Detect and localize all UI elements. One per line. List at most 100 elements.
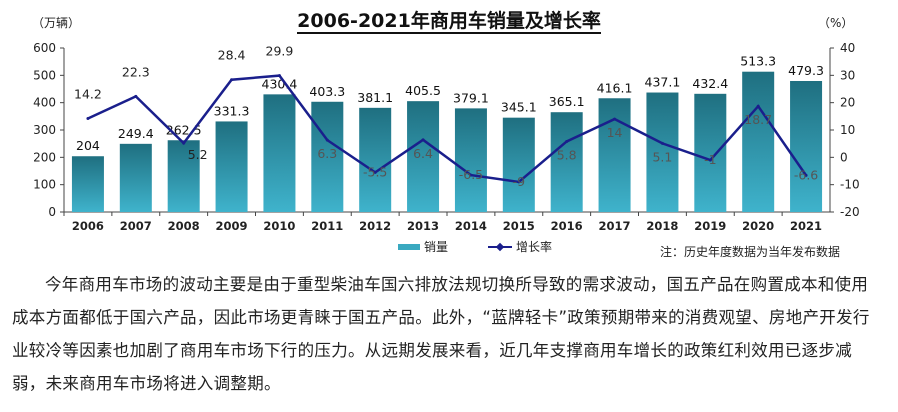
bar-2020 [742,71,775,212]
x-tick-label-2018: 2018 [646,219,678,233]
x-tick-label-2021: 2021 [790,219,822,233]
bar-2018 [646,92,679,212]
x-tick-label-2007: 2007 [120,219,152,233]
right-tick-label: 10 [840,123,855,137]
bar-2015 [502,117,535,212]
bar-2013 [407,101,440,212]
x-tick-label-2016: 2016 [551,219,583,233]
bar-label-2010: 430.4 [262,76,298,91]
growth-label-2008: 5.2 [188,147,208,162]
bar-2019 [694,93,727,212]
left-tick-label: 500 [33,68,56,82]
x-tick-label-2008: 2008 [168,219,200,233]
bar-label-2006: 204 [76,138,100,153]
bar-label-2017: 416.1 [597,80,633,95]
description-paragraph: 今年商用车市场的波动主要是由于重型柴油车国六排放法规切换所导致的需求波动，国五产… [12,275,870,393]
growth-label-2010: 29.9 [266,44,294,59]
growth-point-2014 [469,173,473,177]
bar-2012 [359,107,392,212]
right-tick-label: 0 [840,150,848,164]
growth-point-2020 [756,104,760,108]
left-tick-label: 300 [33,123,56,137]
growth-label-2017: 14 [607,125,623,140]
growth-point-2009 [230,78,234,82]
growth-point-2013 [421,138,425,142]
growth-label-2009: 28.4 [218,48,246,63]
x-tick-label-2014: 2014 [455,219,487,233]
bar-2007 [119,143,152,212]
bar-2006 [71,156,104,212]
left-tick-label: 200 [33,150,56,164]
growth-label-2016: 5.8 [557,147,577,162]
left-tick-label: 400 [33,96,56,110]
x-tick-label-2009: 2009 [216,219,248,233]
bar-label-2013: 405.5 [405,83,441,98]
growth-label-2015: -9 [513,174,526,189]
left-tick-label: 0 [48,205,56,219]
x-tick-label-2019: 2019 [694,219,726,233]
x-tick-label-2017: 2017 [599,219,631,233]
bar-label-2007: 249.4 [118,126,154,141]
bar-label-2016: 365.1 [549,94,585,109]
bar-label-2015: 345.1 [501,100,537,115]
bar-2014 [454,108,487,212]
growth-label-2013: 6.4 [413,146,433,161]
bar-2016 [550,112,583,212]
right-tick-label: 40 [840,41,855,55]
growth-point-2021 [804,173,808,177]
chart-title: 2006-2021年商用车销量及增长率 [0,6,898,34]
growth-point-2007 [134,94,138,98]
growth-point-2018 [660,141,664,145]
growth-label-2006: 14.2 [74,87,102,102]
left-tick-label: 100 [33,178,56,192]
right-axis-unit: （%） [818,16,854,30]
growth-point-2016 [565,139,569,143]
growth-point-2010 [277,74,281,78]
x-tick-label-2010: 2010 [263,219,295,233]
legend-bar-swatch [398,244,420,250]
x-tick-label-2015: 2015 [503,219,535,233]
bar-label-2019: 432.4 [692,76,728,91]
growth-label-2012: -5.5 [363,164,387,179]
right-tick-label: -20 [840,205,860,219]
growth-label-2014: -6.5 [459,167,483,182]
bar-2011 [311,101,344,212]
growth-point-2019 [708,158,712,162]
chart-title-text: 2006-2021年商用车销量及增长率 [297,10,601,34]
legend-line-label: 增长率 [516,239,552,254]
growth-point-2012 [373,170,377,174]
growth-label-2011: 6.3 [317,146,337,161]
growth-point-2008 [182,141,186,145]
growth-label-2021: -6.6 [794,167,818,182]
bar-label-2012: 381.1 [357,90,393,105]
x-tick-label-2011: 2011 [311,219,343,233]
right-tick-label: 20 [840,96,855,110]
growth-label-2020: 18.7 [744,112,772,127]
bar-label-2020: 513.3 [740,54,776,69]
growth-point-2006 [86,117,90,121]
growth-point-2011 [325,138,329,142]
bar-2017 [598,98,631,212]
right-tick-label: -10 [840,178,860,192]
growth-line [87,74,808,184]
left-tick-label: 600 [33,41,56,55]
right-tick-label: 30 [840,68,855,82]
bar-2010 [263,94,296,212]
legend-line-marker [495,242,505,252]
x-tick-label-2006: 2006 [72,219,104,233]
x-tick-label-2012: 2012 [359,219,391,233]
bar-2008 [167,140,200,212]
bar-label-2018: 437.1 [645,75,681,90]
bar-label-2011: 403.3 [309,84,345,99]
chart-note: 注：历史年度数据为当年发布数据 [660,245,841,259]
left-axis-unit: （万辆） [32,16,81,30]
bar-label-2021: 479.3 [788,63,824,78]
x-tick-label-2013: 2013 [407,219,439,233]
legend-bar-label: 销量 [424,240,448,254]
chart-svg: 0 100 200 300 400 500 600 -20 -10 0 10 20 30 40 204 200… [33,41,860,254]
growth-label-2007: 22.3 [122,64,150,79]
bar-2009 [215,121,248,212]
bar-label-2014: 379.1 [453,90,489,105]
growth-point-2017 [613,117,617,121]
bar-label-2009: 331.3 [214,103,250,118]
